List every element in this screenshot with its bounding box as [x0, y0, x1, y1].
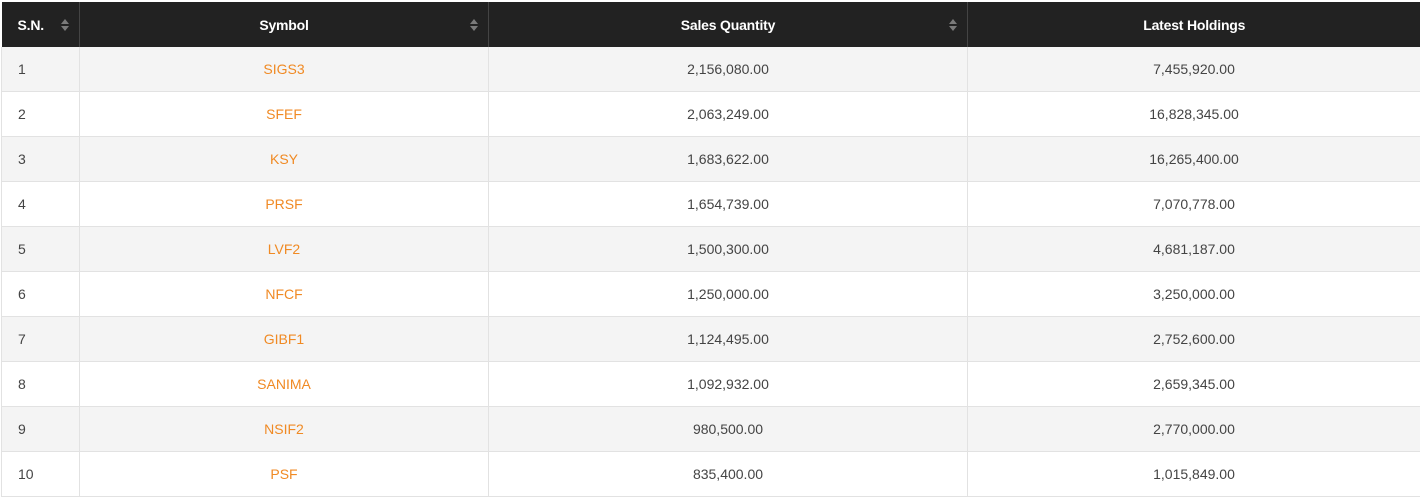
cell-symbol: KSY [79, 136, 489, 182]
cell-sn: 9 [1, 406, 80, 452]
table-row: 10 PSF 835,400.00 1,015,849.00 [1, 451, 1420, 497]
cell-sn: 3 [1, 136, 80, 182]
table-row: 2 SFEF 2,063,249.00 16,828,345.00 [1, 91, 1420, 137]
cell-sn: 10 [1, 451, 80, 497]
table-row: 3 KSY 1,683,622.00 16,265,400.00 [1, 136, 1420, 182]
header-symbol[interactable]: Symbol [79, 2, 489, 47]
cell-sales-quantity: 980,500.00 [488, 406, 968, 452]
sort-icon[interactable] [470, 18, 478, 31]
cell-latest-holdings: 2,659,345.00 [967, 361, 1420, 407]
cell-latest-holdings: 3,250,000.00 [967, 271, 1420, 317]
cell-symbol: NFCF [79, 271, 489, 317]
table-row: 1 SIGS3 2,156,080.00 7,455,920.00 [1, 47, 1420, 92]
cell-sn: 8 [1, 361, 80, 407]
symbol-link[interactable]: SFEF [266, 106, 302, 122]
header-row: S.N. Symbol Sales Quantity Latest Holdin… [1, 2, 1420, 47]
cell-sales-quantity: 2,156,080.00 [488, 47, 968, 92]
table-row: 6 NFCF 1,250,000.00 3,250,000.00 [1, 271, 1420, 317]
symbol-link[interactable]: PSF [270, 466, 298, 482]
symbol-link[interactable]: KSY [269, 151, 298, 167]
cell-latest-holdings: 2,752,600.00 [967, 316, 1420, 362]
cell-sales-quantity: 1,654,739.00 [488, 181, 968, 227]
cell-symbol: SFEF [79, 91, 489, 137]
sort-icon[interactable] [949, 18, 957, 31]
cell-sn: 7 [1, 316, 80, 362]
cell-latest-holdings: 1,015,849.00 [967, 451, 1420, 497]
symbol-link[interactable]: GIBF1 [263, 331, 305, 347]
cell-sn: 1 [1, 47, 80, 92]
symbol-link[interactable]: NFCF [265, 286, 303, 302]
cell-latest-holdings: 7,070,778.00 [967, 181, 1420, 227]
cell-latest-holdings: 16,265,400.00 [967, 136, 1420, 182]
header-sales-quantity[interactable]: Sales Quantity [488, 2, 968, 47]
table-row: 7 GIBF1 1,124,495.00 2,752,600.00 [1, 316, 1420, 362]
header-latest-holdings: Latest Holdings [967, 2, 1420, 47]
cell-symbol: PSF [79, 451, 489, 497]
cell-sn: 4 [1, 181, 80, 227]
cell-sales-quantity: 1,683,622.00 [488, 136, 968, 182]
header-sales-quantity-label: Sales Quantity [680, 16, 776, 33]
cell-symbol: LVF2 [79, 226, 489, 272]
header-sn-label: S.N. [17, 16, 45, 33]
symbol-link[interactable]: PRSF [265, 196, 303, 212]
header-sn[interactable]: S.N. [1, 2, 80, 47]
cell-symbol: SIGS3 [79, 47, 489, 92]
sort-icon[interactable] [61, 18, 69, 31]
table-header: S.N. Symbol Sales Quantity Latest Holdin… [1, 2, 1420, 47]
cell-sales-quantity: 1,124,495.00 [488, 316, 968, 362]
cell-symbol: PRSF [79, 181, 489, 227]
cell-sales-quantity: 2,063,249.00 [488, 91, 968, 137]
cell-sn: 6 [1, 271, 80, 317]
header-symbol-label: Symbol [259, 16, 309, 33]
table-body: 1 SIGS3 2,156,080.00 7,455,920.00 2 SFEF… [1, 47, 1420, 497]
header-latest-holdings-label: Latest Holdings [1143, 16, 1246, 33]
symbol-link[interactable]: LVF2 [267, 241, 301, 257]
cell-symbol: NSIF2 [79, 406, 489, 452]
cell-symbol: GIBF1 [79, 316, 489, 362]
cell-latest-holdings: 16,828,345.00 [967, 91, 1420, 137]
symbol-link[interactable]: NSIF2 [264, 421, 304, 437]
symbol-link[interactable]: SIGS3 [263, 61, 305, 77]
cell-sn: 2 [1, 91, 80, 137]
cell-latest-holdings: 2,770,000.00 [967, 406, 1420, 452]
cell-sales-quantity: 1,250,000.00 [488, 271, 968, 317]
cell-sales-quantity: 1,092,932.00 [488, 361, 968, 407]
cell-sales-quantity: 835,400.00 [488, 451, 968, 497]
cell-sn: 5 [1, 226, 80, 272]
table-row: 8 SANIMA 1,092,932.00 2,659,345.00 [1, 361, 1420, 407]
cell-sales-quantity: 1,500,300.00 [488, 226, 968, 272]
symbol-link[interactable]: SANIMA [257, 376, 311, 392]
cell-symbol: SANIMA [79, 361, 489, 407]
table-row: 4 PRSF 1,654,739.00 7,070,778.00 [1, 181, 1420, 227]
cell-latest-holdings: 7,455,920.00 [967, 47, 1420, 92]
table-row: 5 LVF2 1,500,300.00 4,681,187.00 [1, 226, 1420, 272]
cell-latest-holdings: 4,681,187.00 [967, 226, 1420, 272]
table-row: 9 NSIF2 980,500.00 2,770,000.00 [1, 406, 1420, 452]
